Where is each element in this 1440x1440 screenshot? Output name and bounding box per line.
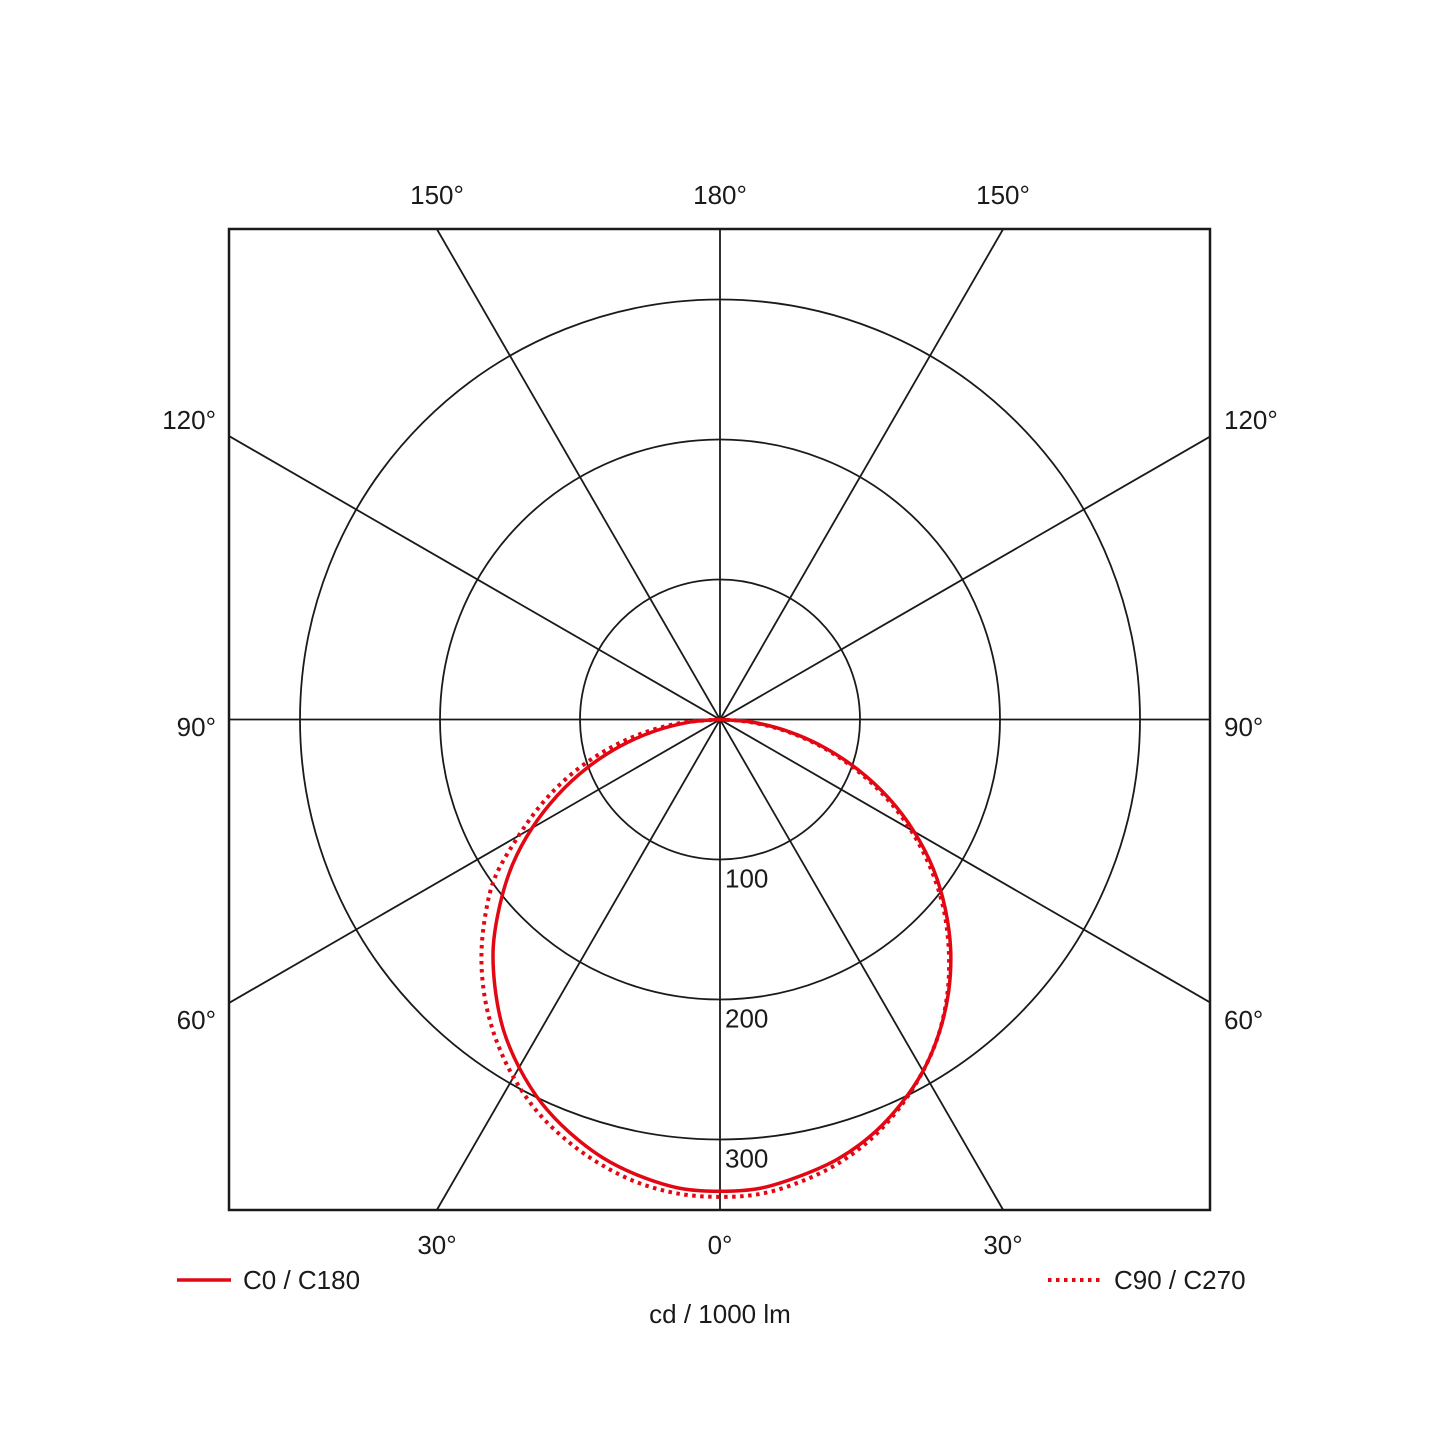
angle-label-top-left: 150° [410,180,464,210]
radial-tick-label: 100 [725,864,768,894]
unit-label: cd / 1000 lm [649,1299,791,1329]
plot-frame [227,227,1212,1212]
series-line-c90-c270 [479,717,952,1199]
angle-label-left-90: 90° [177,712,216,742]
angle-label-bottom-center: 0° [708,1230,733,1260]
angle-label-right-120: 120° [1224,405,1278,435]
angle-label-bottom-left: 30° [417,1230,456,1260]
legend-label: C90 / C270 [1114,1265,1246,1295]
angle-label-right-90: 90° [1224,712,1263,742]
series-line-c0-c180 [491,717,953,1194]
legend-item-c90-c270: C90 / C270 [1048,1265,1246,1295]
angle-label-left-60: 60° [177,1005,216,1035]
angle-label-top-right: 150° [976,180,1030,210]
legend-label: C0 / C180 [243,1265,360,1295]
legend-item-c0-c180: C0 / C180 [177,1265,360,1295]
radial-tick-label: 300 [725,1144,768,1174]
angle-label-right-60: 60° [1224,1005,1263,1035]
radial-tick-label: 200 [725,1004,768,1034]
angle-label-bottom-right: 30° [983,1230,1022,1260]
angle-label-left-120: 120° [162,405,216,435]
angle-label-top-center: 180° [693,180,747,210]
